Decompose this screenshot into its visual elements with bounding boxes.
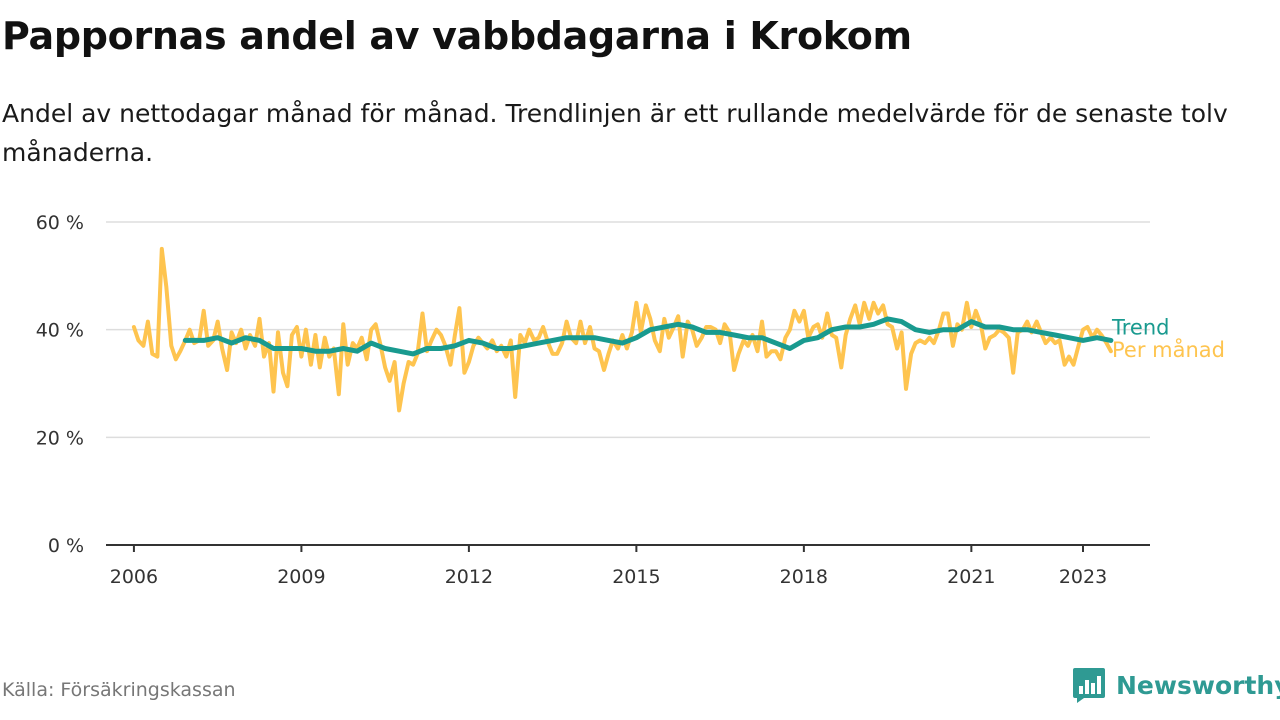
source-note: Källa: Försäkringskassan — [2, 679, 236, 701]
y-tick-label: 0 % — [48, 535, 84, 557]
newsworthy-logo-icon — [1073, 668, 1105, 703]
chart-subtitle: Andel av nettodagar månad för månad. Tre… — [2, 99, 1228, 167]
label-per-manad: Per månad — [1112, 337, 1225, 362]
x-tick-label: 2023 — [1059, 566, 1107, 588]
y-tick-label: 60 % — [36, 212, 84, 234]
x-tick-label: 2015 — [612, 566, 660, 588]
x-tick-label: 2009 — [277, 566, 325, 588]
y-tick-label: 20 % — [36, 427, 84, 449]
label-trend: Trend — [1111, 315, 1169, 339]
brand-name: Newsworthy — [1116, 670, 1280, 700]
x-tick-label: 2006 — [110, 566, 158, 588]
series-line-trend — [182, 316, 1114, 357]
x-axis: 2006 2009 2012 2015 2018 2021 2023 — [106, 544, 1150, 588]
y-tick-label: 40 % — [36, 320, 84, 342]
brand-logo[interactable]: Newsworthy — [1072, 665, 1280, 705]
y-axis-ticks: 0 % 20 % 40 % 60 % — [36, 212, 84, 557]
x-tick-label: 2018 — [780, 566, 828, 588]
x-tick-label: 2021 — [947, 566, 995, 588]
data-series — [131, 246, 1114, 413]
series-line-per-manad — [131, 246, 1113, 413]
grid-lines — [106, 221, 1150, 439]
chart-title: Pappornas andel av vabbdagarna i Krokom — [2, 14, 912, 58]
x-tick-label: 2012 — [445, 566, 493, 588]
